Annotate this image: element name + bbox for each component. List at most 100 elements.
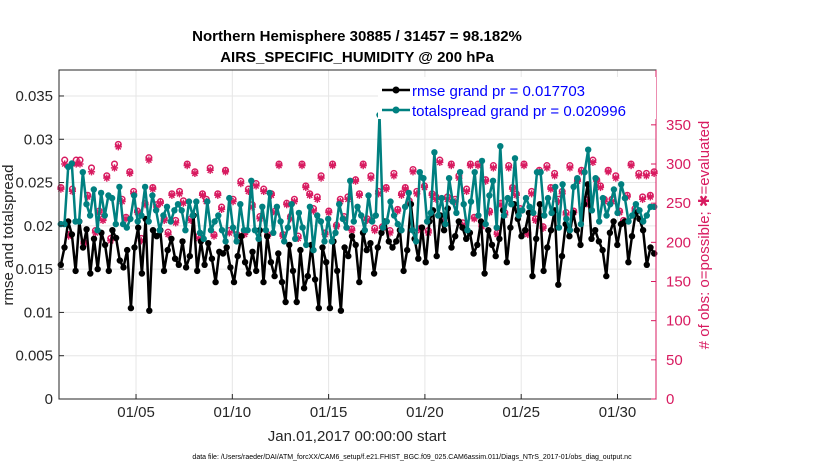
- totalspread-point-92: [394, 220, 401, 228]
- totalspread-point-148: [599, 194, 607, 202]
- obs-evaluated-point-79: [359, 162, 367, 170]
- obs-evaluated-point-67: [313, 195, 321, 203]
- rmse-point-6: [79, 244, 87, 251]
- tick-left-label-5: 0.025: [15, 175, 53, 192]
- totalspread-point-133: [544, 194, 552, 202]
- totalspread-point-101: [427, 209, 434, 217]
- totalspread-point-146: [592, 175, 599, 182]
- rmse-point-21: [135, 224, 142, 231]
- obs-evaluated-point-87: [390, 172, 398, 180]
- totalspread-point-10: [94, 227, 101, 234]
- obs-evaluated-point-5: [76, 160, 84, 168]
- rmse-point-52: [249, 248, 256, 255]
- obs-evaluated-point-15: [114, 143, 122, 151]
- legend-rmse-label: rmse grand pr = 0.017703: [412, 83, 585, 100]
- right-axis: 0 50 100 150 200 250 300 350: [651, 70, 691, 408]
- totalspread-point-46: [226, 194, 233, 202]
- totalspread-point-143: [581, 169, 588, 176]
- totalspread-point-77: [339, 215, 346, 223]
- totalspread-point-42: [211, 218, 218, 225]
- rmse-point-93: [400, 267, 407, 275]
- obs-evaluated-point-53: [260, 187, 268, 195]
- rmse-point-118: [492, 252, 499, 260]
- rmse-point-13: [105, 267, 113, 275]
- rmse-point-81: [356, 278, 363, 286]
- rmse-point-113: [474, 241, 481, 249]
- rmse-point-86: [374, 244, 381, 251]
- obs-evaluated-point-0: [57, 185, 65, 193]
- totalspread-point-8: [86, 212, 94, 219]
- rmse-point-35: [186, 252, 193, 260]
- totalspread-point-51: [244, 227, 251, 234]
- totalspread-point-57: [266, 189, 273, 197]
- totalspread-point-12: [101, 212, 109, 219]
- legend-box: [378, 77, 656, 119]
- rmse-point-116: [485, 227, 492, 234]
- totalspread-point-59: [273, 203, 281, 210]
- totalspread-point-107: [449, 198, 456, 205]
- totalspread-point-123: [508, 201, 515, 208]
- totalspread-point-52: [248, 177, 255, 184]
- rmse-point-87: [378, 229, 385, 236]
- rmse-point-55: [260, 278, 267, 286]
- totalspread-point-95: [405, 189, 412, 197]
- obs-evaluated-point-31: [175, 190, 184, 198]
- totalspread-point-16: [116, 183, 123, 191]
- rmse-point-9: [90, 235, 98, 242]
- rmse-point-79: [348, 233, 356, 240]
- totalspread-point-34: [182, 227, 189, 234]
- totalspread-point-60: [277, 218, 284, 225]
- obs-evaluated-point-37: [198, 191, 207, 199]
- obs-evaluated-point-107: [466, 162, 474, 170]
- rmse-point-70: [315, 304, 322, 312]
- totalspread-point-53: [251, 227, 259, 234]
- obs-evaluated-point-65: [306, 191, 314, 199]
- totalspread-point-98: [416, 169, 423, 176]
- rmse-point-104: [440, 227, 448, 234]
- totalspread-point-119: [493, 224, 500, 231]
- totalspread-point-152: [614, 209, 621, 217]
- rmse-point-45: [223, 244, 230, 251]
- obs-evaluated-point-71: [329, 162, 337, 170]
- totalspread-point-149: [603, 212, 610, 219]
- obs-evaluated-point-127: [543, 164, 551, 172]
- totalspread-point-38: [196, 229, 204, 236]
- totalspread-point-44: [218, 227, 226, 234]
- totalspread-point-139: [566, 227, 574, 234]
- rmse-point-122: [507, 224, 514, 231]
- rmse-point-20: [131, 244, 138, 251]
- totalspread-point-96: [409, 227, 416, 234]
- totalspread-point-144: [585, 146, 592, 153]
- totalspread-point-55: [259, 203, 266, 210]
- totalspread-point-61: [281, 238, 288, 245]
- totalspread-point-128: [526, 203, 533, 210]
- obs-evaluated-point-76: [348, 227, 356, 235]
- tick-right-label-2: 100: [666, 313, 691, 330]
- rmse-point-133: [547, 227, 555, 234]
- totalspread-point-118: [489, 177, 497, 184]
- obs-evaluated-point-64: [302, 183, 310, 192]
- rmse-point-22: [138, 270, 146, 277]
- legend: rmse grand pr = 0.017703 totalspread gra…: [378, 77, 656, 120]
- totalspread-point-30: [167, 218, 174, 225]
- totalspread-point-36: [189, 212, 196, 219]
- totalspread-point-97: [412, 238, 420, 245]
- tick-x-label-2: 01/15: [310, 404, 348, 421]
- obs-evaluated-point-154: [646, 193, 654, 201]
- tick-left-label-2: 0.01: [24, 304, 53, 321]
- rmse-point-131: [540, 267, 547, 275]
- rmse-point-10: [94, 265, 101, 273]
- totalspread-point-160: [643, 212, 650, 219]
- rmse-point-125: [518, 233, 525, 240]
- totalspread-point-129: [530, 209, 537, 217]
- rmse-point-136: [558, 252, 566, 260]
- totalspread-point-54: [255, 235, 262, 242]
- totalspread-point-103: [434, 212, 442, 219]
- tick-left-label-1: 0.005: [15, 348, 53, 365]
- rmse-point-4: [72, 267, 79, 275]
- totalspread-point-68: [306, 203, 314, 210]
- rmse-point-158: [639, 227, 647, 234]
- rmse-point-84: [367, 240, 374, 247]
- totalspread-point-58: [270, 229, 277, 236]
